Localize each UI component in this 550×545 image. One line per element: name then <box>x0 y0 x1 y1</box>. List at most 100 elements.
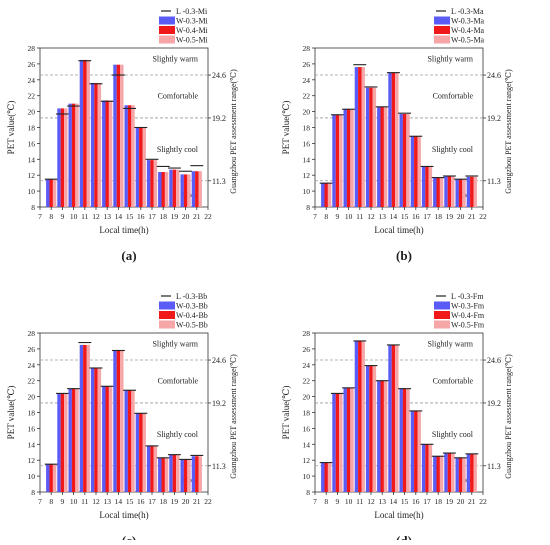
x-tick-label: 20 <box>457 497 465 506</box>
y-tick-label: 16 <box>303 424 311 433</box>
y-tick-label: 18 <box>303 409 311 418</box>
y-tick-label: 24 <box>28 76 36 85</box>
y-axis-label: PET value(℃) <box>281 101 291 155</box>
bar-w05 <box>52 464 57 492</box>
bar-w04 <box>195 456 199 492</box>
x-tick-label: 8 <box>49 212 53 221</box>
x-tick-label: 19 <box>171 212 179 221</box>
bar-w03 <box>365 87 370 207</box>
bar-w04 <box>49 179 53 207</box>
legend-swatch <box>434 16 450 25</box>
bar-w03 <box>433 456 437 492</box>
y-tick-label: 10 <box>28 187 36 196</box>
bar-w04 <box>105 386 109 492</box>
bar-w05 <box>327 462 332 492</box>
x-tick-label: 19 <box>446 212 454 221</box>
bar-w03 <box>444 175 448 207</box>
bar-w03 <box>388 344 392 492</box>
legend-label: W-0.4-Mi <box>176 26 209 35</box>
x-tick-label: 13 <box>378 497 386 506</box>
y-tick-label: 14 <box>303 155 311 164</box>
bar-w03 <box>191 171 196 207</box>
bar-w03 <box>321 183 325 207</box>
right-axis-label: Guangzhou PET assessment range(℃) <box>229 69 238 194</box>
bar-w05 <box>428 444 433 492</box>
y-axis-label: PET value(℃) <box>281 386 291 440</box>
x-tick-label: 10 <box>70 212 78 221</box>
threshold-label: 19.2 <box>212 399 226 408</box>
bar-w04 <box>358 340 362 492</box>
bar-w03 <box>57 393 61 492</box>
x-tick-label: 22 <box>479 212 487 221</box>
y-tick-label: 12 <box>303 171 311 180</box>
bar-w05 <box>153 445 158 492</box>
bar-w04 <box>391 344 396 492</box>
bar-w04 <box>425 444 429 492</box>
y-tick-label: 8 <box>306 203 310 212</box>
bar-w04 <box>470 453 474 492</box>
bar-w04 <box>346 387 351 492</box>
zone-label: Slightly cool <box>432 430 474 439</box>
x-tick-label: 14 <box>115 212 123 221</box>
bar-w05 <box>361 67 365 207</box>
x-tick-label: 11 <box>81 212 88 221</box>
y-tick-label: 8 <box>31 203 35 212</box>
y-tick-label: 22 <box>28 377 36 386</box>
y-tick-label: 24 <box>303 76 311 85</box>
bar-w05 <box>153 160 158 207</box>
y-tick-label: 8 <box>306 488 310 497</box>
bar-w04 <box>358 67 362 207</box>
bar-w05 <box>131 390 135 492</box>
bar-w03 <box>321 462 325 492</box>
bar-w03 <box>46 464 50 492</box>
bar-w04 <box>116 350 121 492</box>
bar-w05 <box>108 100 113 207</box>
x-tick-label: 16 <box>137 497 145 506</box>
bar-w03 <box>169 454 173 492</box>
bar-w03 <box>46 179 50 207</box>
legend-swatch <box>159 301 175 310</box>
bar-w03 <box>169 169 173 207</box>
bar-w05 <box>462 457 466 492</box>
zone-label: Comfortable <box>158 92 199 101</box>
legend-swatch <box>159 16 175 25</box>
legend-label: W-0.5-Mi <box>176 36 209 45</box>
bar-w04 <box>116 64 121 207</box>
bar-w03 <box>124 105 128 207</box>
bar-w05 <box>383 106 388 207</box>
bar-w03 <box>365 365 370 492</box>
y-tick-label: 8 <box>31 488 35 497</box>
bar-w05 <box>372 365 377 492</box>
x-tick-label: 9 <box>61 497 65 506</box>
bar-w04 <box>436 456 440 492</box>
bar-w04 <box>60 393 65 492</box>
bar-w03 <box>377 380 381 492</box>
zone-label: Slightly cool <box>432 145 474 154</box>
x-tick-label: 11 <box>356 212 363 221</box>
x-tick-label: 18 <box>159 497 167 506</box>
threshold-label: 19.2 <box>487 399 501 408</box>
right-axis-label: Guangzhou PET assessment range(℃) <box>504 354 513 479</box>
y-tick-label: 10 <box>303 472 311 481</box>
bar-w03 <box>343 109 347 207</box>
bar-w05 <box>473 453 477 492</box>
bar-w03 <box>68 103 72 207</box>
x-tick-label: 21 <box>468 212 476 221</box>
bar-w03 <box>421 166 426 207</box>
x-tick-label: 20 <box>457 212 465 221</box>
bar-w04 <box>183 174 188 207</box>
x-tick-label: 10 <box>345 497 353 506</box>
x-tick-label: 21 <box>193 212 201 221</box>
legend-label: W-0.3-Bb <box>176 302 208 311</box>
legend-label: W-0.4-Ma <box>451 26 485 35</box>
legend-label: W-0.4-Fm <box>451 311 485 320</box>
threshold-label: 24.6 <box>212 356 226 365</box>
bar-w03 <box>113 64 117 207</box>
bar-w05 <box>131 105 135 207</box>
zone-label: Comfortable <box>433 92 474 101</box>
bar-w04 <box>324 183 328 207</box>
bar-w03 <box>433 177 437 207</box>
bar-w04 <box>195 171 199 207</box>
x-tick-label: 12 <box>92 497 100 506</box>
x-tick-label: 13 <box>103 212 111 221</box>
